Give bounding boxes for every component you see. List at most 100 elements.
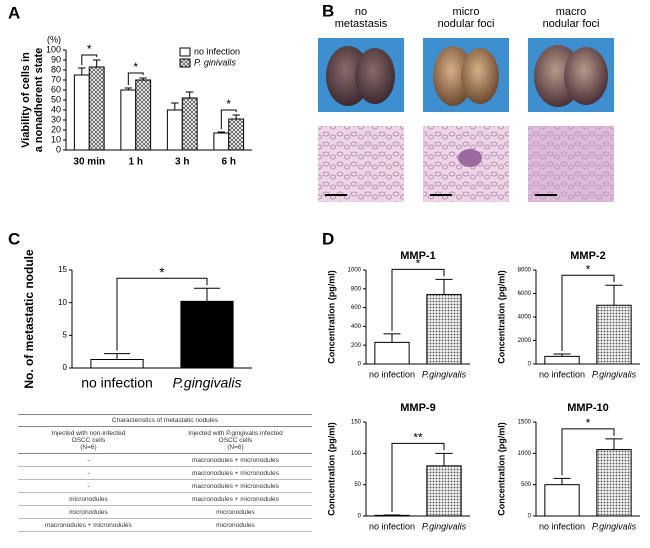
error-bar (383, 333, 401, 343)
y-tick-label: 0 (56, 144, 61, 154)
significance-label: * (159, 264, 165, 280)
error-bar (185, 91, 194, 98)
header-cell: Injected with non-infected OSCC cells (N=6… (18, 426, 159, 454)
y-tick-label: 500 (521, 482, 532, 488)
chart-title: MMP-9 (400, 402, 435, 414)
bar (180, 300, 234, 369)
y-tick-label: 200 (351, 343, 362, 349)
bracket (561, 428, 615, 476)
x-tick-label: no infection (539, 369, 585, 379)
y-tick-label: 600 (351, 305, 362, 311)
error-bar (553, 477, 571, 485)
bar (426, 293, 462, 365)
significance-bracket: * (220, 97, 237, 129)
significance-label: * (416, 257, 421, 271)
y-tick-label: 50 (51, 94, 61, 104)
y-tick-label: 0 (528, 514, 532, 520)
legend-label: no infection (194, 46, 240, 56)
y-axis-label: Concentration (pg/ml) (326, 270, 336, 364)
header-cell: Injected with P.gingivalis infected OSCC … (158, 426, 312, 454)
image-column-label: no (355, 6, 367, 18)
table-row: - macronodules + micronodules (18, 453, 312, 467)
y-tick-label: 4000 (518, 315, 532, 321)
error-bar (124, 87, 133, 90)
x-tick-label: P.gingivalis (172, 375, 241, 391)
header-line: Injected with non-infected (51, 429, 126, 437)
y-tick-label: 90 (51, 54, 61, 64)
y-tick-label: 8000 (518, 268, 532, 274)
y-axis-label: Concentration (pg/ml) (496, 422, 506, 516)
error-bar (232, 114, 240, 119)
y-axis-label: a nonadherent state (33, 48, 45, 153)
nodule-table: Characteristics of metastatic nodules Inj… (18, 414, 312, 532)
y-tick-label: 100 (351, 451, 362, 457)
x-tick-label: no infection (369, 369, 415, 379)
histology (318, 126, 614, 202)
x-tick-label: no infection (369, 521, 415, 531)
y-tick-label: 1000 (518, 451, 532, 457)
error-bar (605, 284, 623, 306)
y-axis-label: Concentration (pg/ml) (496, 270, 506, 364)
table-cell: - (18, 479, 159, 493)
y-tick-label: 150 (351, 420, 362, 426)
significance-label: * (133, 60, 138, 74)
panel-label: C (8, 229, 20, 248)
y-tick-label: 1500 (518, 420, 532, 426)
y-tick-label: 5 (63, 330, 68, 339)
y-tick-label: 0 (63, 363, 68, 372)
lung (355, 48, 395, 104)
error-bar (605, 438, 623, 450)
error-bar (435, 278, 453, 295)
image-column-label: macro (556, 6, 587, 18)
significance-bracket: ** (391, 431, 445, 513)
histology-texture (528, 126, 614, 202)
significance-bracket: * (116, 264, 208, 351)
legend-swatch (179, 47, 191, 57)
bar (88, 66, 105, 151)
x-tick-label: P.gingivalis (592, 369, 637, 379)
bar (120, 89, 137, 151)
bar (544, 484, 580, 517)
histology-image (318, 126, 404, 202)
table-cell: - (18, 453, 159, 467)
panel-label: D (322, 229, 334, 248)
error-bar (553, 353, 571, 357)
x-tick-label: 3 h (175, 157, 189, 168)
y-tick-label: 30 (51, 114, 61, 124)
table-cell: macronodules + micronodules (18, 518, 159, 532)
bar (544, 355, 580, 365)
y-tick-label: 50 (354, 482, 361, 488)
y-tick-label: 10 (51, 134, 61, 144)
title-row: Characteristics of metastatic nodules (18, 414, 312, 427)
y-axis-label: No. of metastatic nodule (22, 249, 36, 389)
bracket (127, 72, 144, 85)
significance-label: * (226, 97, 231, 111)
panel-label: B (322, 1, 334, 20)
y-tick-label: 6000 (518, 291, 532, 297)
significance-label: * (87, 42, 92, 56)
error-bar (435, 452, 453, 466)
y-unit: (%) (47, 34, 61, 44)
table-row: - macronodules + micronodules (18, 466, 312, 480)
header-line: Injected with P.gingivalis infected (188, 429, 283, 437)
y-tick-label: 15 (58, 265, 67, 274)
table-cell: micronodules (158, 505, 312, 519)
bar (181, 97, 198, 151)
bracket (391, 442, 445, 513)
significance-label: ** (413, 431, 423, 445)
y-tick-label: 40 (51, 104, 61, 114)
lung (433, 46, 473, 106)
image-column-label: micro (453, 6, 480, 18)
bar (135, 79, 152, 151)
x-tick-label: 6 h (222, 157, 236, 168)
bar (90, 359, 144, 369)
table-cell: - (18, 466, 159, 480)
table-cell: macronodules + micronodules (158, 466, 312, 480)
x-tick-label: P.gingivalis (422, 369, 467, 379)
lung (461, 48, 499, 104)
header-line: OSCC cells (71, 436, 106, 444)
significance-bracket: * (127, 60, 144, 85)
y-tick-label: 70 (51, 74, 61, 84)
x-tick-label: P.gingivalis (422, 521, 467, 531)
